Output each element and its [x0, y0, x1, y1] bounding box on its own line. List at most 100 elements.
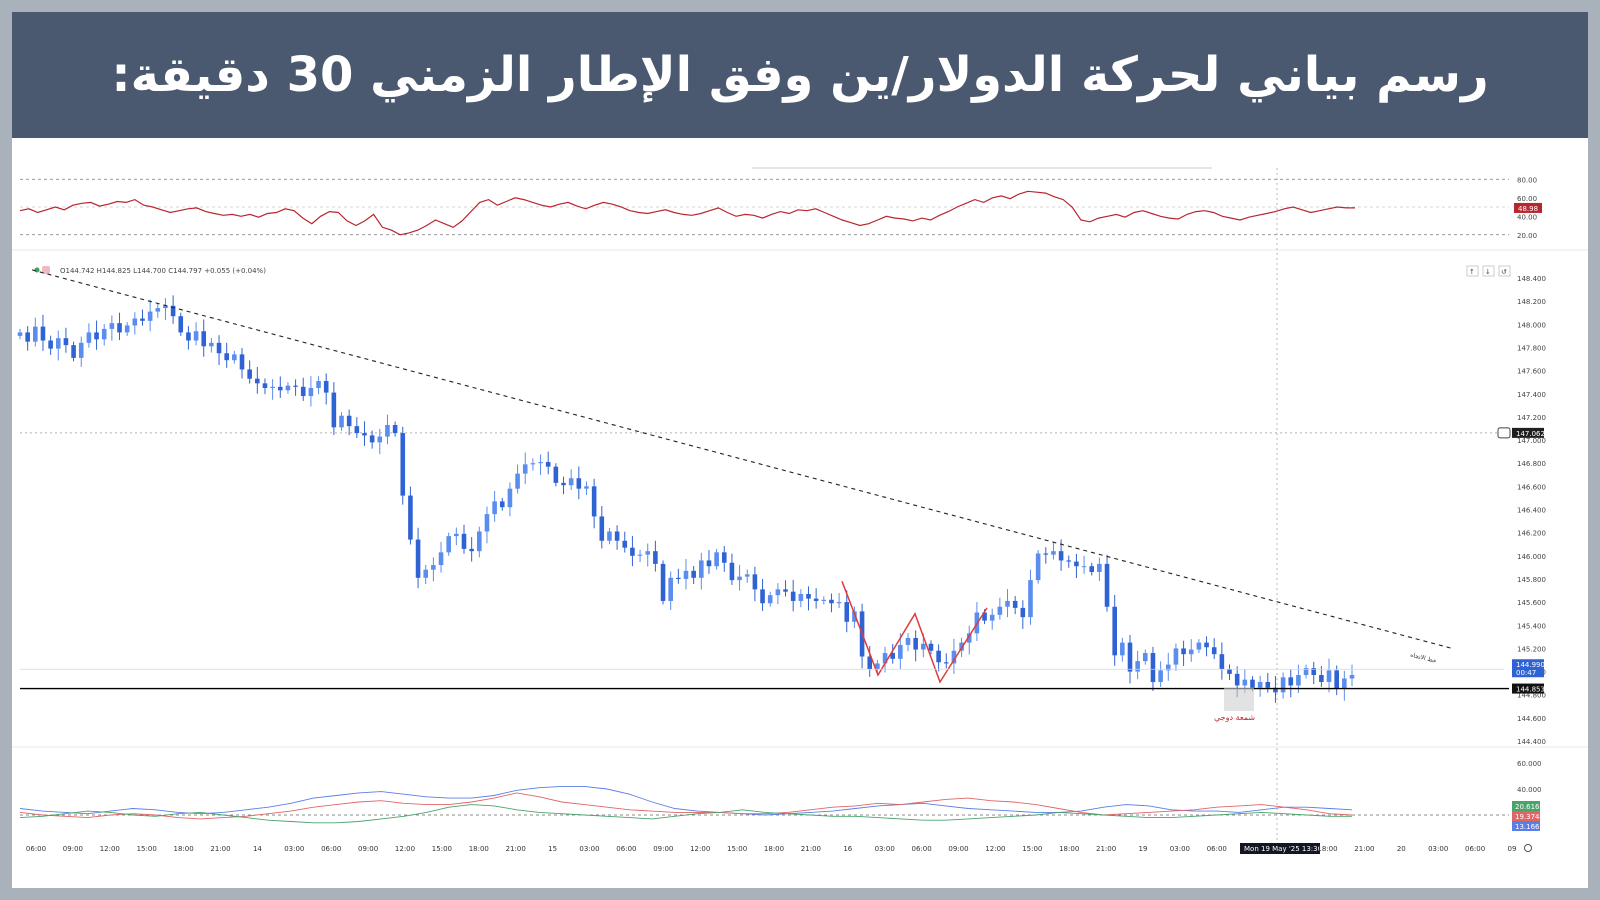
- candle-body: [385, 425, 390, 437]
- candle-body: [890, 653, 895, 659]
- title-bar: رسم بياني لحركة الدولار/ين وفق الإطار ال…: [12, 12, 1588, 138]
- candle-body: [461, 533, 467, 549]
- candle-body: [729, 562, 735, 581]
- candle-body: [40, 326, 46, 341]
- time-tick-label: 15:00: [432, 845, 452, 853]
- candle-body: [216, 342, 222, 354]
- candle-body: [1074, 561, 1079, 567]
- time-tick-label: 09: [1508, 845, 1517, 853]
- candle-body: [645, 551, 651, 555]
- candle-body: [1204, 642, 1209, 648]
- time-tick-label: 19: [1139, 845, 1148, 853]
- price-tick-label: 144.800: [1517, 692, 1546, 700]
- time-tick-label: 18:00: [469, 845, 489, 853]
- candle-body: [392, 425, 398, 434]
- price-tick-label: 147.400: [1517, 391, 1546, 399]
- candle-body: [415, 539, 421, 578]
- candle-body: [576, 478, 582, 489]
- candle-body: [285, 385, 291, 391]
- up-arrow-glyph: ↑: [1469, 268, 1475, 276]
- candle-body: [752, 574, 758, 590]
- candle-body: [1089, 566, 1095, 573]
- candle-body: [614, 531, 620, 541]
- candle-body: [1081, 566, 1087, 568]
- candle-body: [186, 332, 191, 341]
- candle-body: [492, 501, 497, 515]
- candle-body: [997, 606, 1003, 615]
- candle-body: [1104, 563, 1110, 607]
- candle-body: [668, 577, 673, 601]
- candle-body: [178, 316, 184, 333]
- time-tick-label: 15:00: [137, 845, 157, 853]
- candle-body: [1158, 670, 1163, 682]
- candle-body: [1181, 648, 1186, 655]
- candle-body: [561, 482, 566, 486]
- candle-body: [101, 328, 107, 340]
- candle-body: [1012, 600, 1018, 608]
- candle-body: [767, 595, 773, 604]
- candle-body: [94, 332, 99, 340]
- price-tick-label: 147.000: [1517, 437, 1546, 445]
- candle-body: [714, 552, 719, 567]
- candle-body: [1165, 664, 1171, 671]
- candle-body: [63, 338, 69, 346]
- candle-body: [706, 560, 712, 567]
- candle-body: [354, 426, 360, 434]
- candle-body: [346, 415, 352, 427]
- candle-body: [124, 325, 130, 333]
- time-tick-label: 18:00: [1059, 845, 1079, 853]
- candle-body: [790, 591, 796, 601]
- candle-body: [362, 433, 367, 436]
- candle-body: [1058, 551, 1064, 561]
- time-tick-label: 18:00: [764, 845, 784, 853]
- candle-body: [423, 569, 429, 578]
- adx-line-3: [19, 804, 1352, 824]
- candle-body: [201, 331, 207, 347]
- candle-body: [798, 593, 804, 601]
- trendline: [31, 269, 1453, 649]
- candle-body: [477, 531, 482, 552]
- price-tick-label: 147.800: [1517, 344, 1546, 352]
- time-tick-label: 12:00: [395, 845, 415, 853]
- time-tick-label: 18:00: [1317, 845, 1337, 853]
- candle-body: [109, 323, 115, 329]
- candle-body: [1005, 600, 1010, 607]
- adx-value-tag: [1512, 811, 1540, 821]
- refresh-glyph: ↺: [1501, 268, 1507, 276]
- double-bottom-pattern: [841, 581, 988, 684]
- candle-body: [599, 516, 605, 541]
- candle-body: [813, 598, 819, 601]
- candle-body: [323, 381, 329, 393]
- candle-body: [1035, 553, 1041, 581]
- candle-body: [553, 466, 559, 483]
- time-tick-label: 14: [253, 845, 262, 853]
- candle-body: [867, 656, 873, 670]
- candle-body: [55, 338, 61, 349]
- candle-body: [821, 599, 827, 601]
- adx-value-label: 19.374: [1515, 813, 1540, 821]
- candle-body: [530, 463, 536, 465]
- time-tick-label: 12:00: [985, 845, 1005, 853]
- candle-body: [936, 650, 941, 663]
- candle-body: [1349, 675, 1355, 679]
- candle-body: [469, 548, 474, 552]
- settings-gear-icon: [1524, 844, 1532, 852]
- candle-body: [783, 589, 788, 592]
- current-price-tag: [1512, 659, 1544, 678]
- candle-body: [1311, 668, 1317, 676]
- candle-body: [86, 332, 92, 343]
- time-tick-label: 12:00: [100, 845, 120, 853]
- candle-body: [515, 473, 520, 489]
- adx-value-label: 13.166: [1515, 823, 1540, 831]
- time-tick-label: 21:00: [801, 845, 821, 853]
- candle-body: [921, 643, 926, 650]
- candle-body: [1273, 687, 1278, 693]
- down-arrow-glyph: ↓: [1485, 268, 1491, 276]
- time-tick-label: 21:00: [506, 845, 526, 853]
- rsi-line: [19, 190, 1355, 236]
- candle-body: [155, 308, 161, 312]
- time-tick-label: 18:00: [174, 845, 194, 853]
- candle-body: [499, 501, 505, 508]
- price-tick-label: 146.200: [1517, 530, 1546, 538]
- time-tick-label: 16: [843, 845, 852, 853]
